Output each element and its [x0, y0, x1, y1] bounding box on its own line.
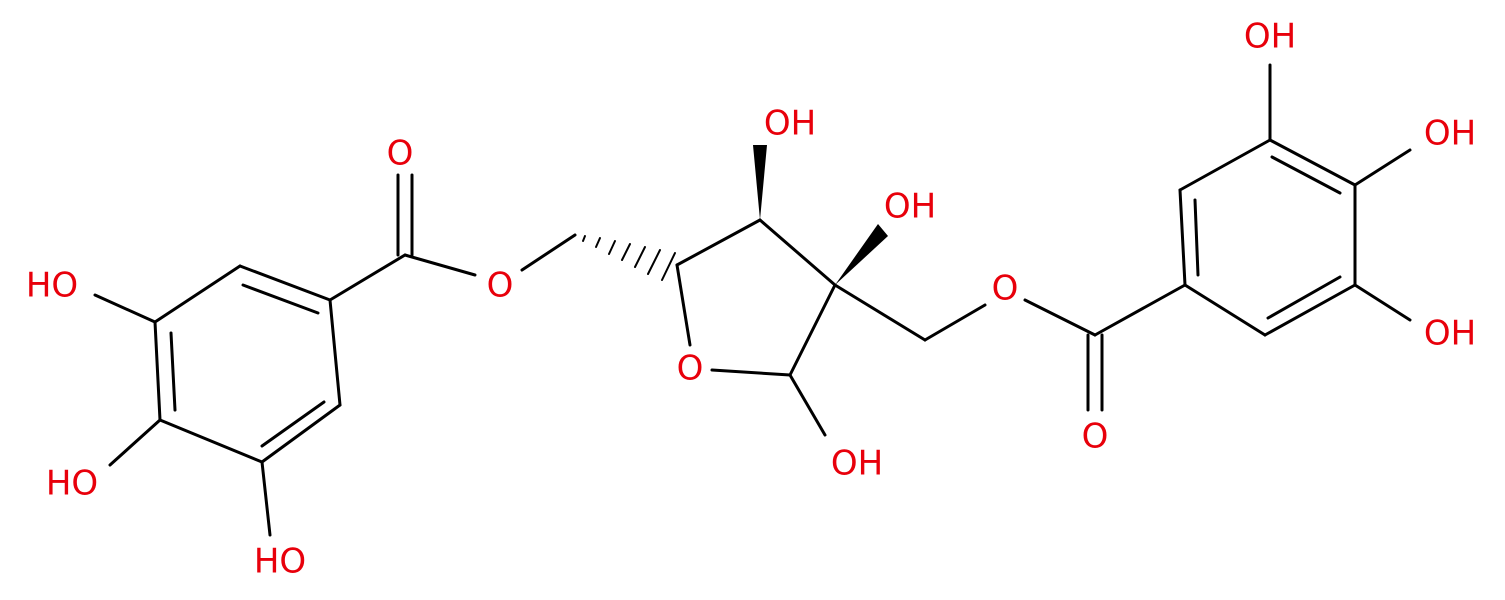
bond: [328, 298, 342, 407]
bond: [153, 264, 242, 324]
bond: [1023, 298, 1097, 337]
bond: [1353, 148, 1412, 187]
bond: [675, 218, 762, 267]
bond: [260, 460, 272, 537]
atom-label: O: [487, 266, 514, 306]
atom-label: O: [677, 349, 704, 389]
atom-label: HO: [254, 542, 306, 582]
atom-label: OH: [764, 104, 816, 144]
atom-label: OH: [1424, 314, 1476, 354]
bond: [520, 233, 577, 272]
bond: [260, 400, 326, 448]
bond: [260, 403, 342, 464]
bond: [1266, 275, 1342, 320]
bond: [1178, 188, 1187, 287]
bond: [758, 218, 837, 287]
bond: [169, 331, 177, 412]
atom-label: O: [1082, 417, 1109, 457]
atom-label: OH: [1424, 114, 1476, 154]
atom-label: OH: [884, 187, 936, 227]
bond: [833, 283, 927, 342]
bond: [675, 263, 692, 347]
bond: [238, 264, 332, 302]
bond: [1178, 138, 1272, 192]
bonds: [93, 63, 1412, 537]
atom-label: OH: [1244, 17, 1296, 57]
atom-label: O: [992, 269, 1019, 309]
bond: [93, 293, 157, 324]
bond: [328, 253, 407, 302]
bond: [1263, 283, 1357, 337]
bond: [153, 320, 162, 422]
bond: [1268, 138, 1357, 187]
wedge: [753, 145, 767, 220]
wedge: [835, 224, 888, 285]
bond: [1270, 155, 1342, 195]
bond: [1183, 283, 1267, 337]
atom-label: HO: [26, 266, 78, 306]
bond: [241, 283, 320, 315]
bond: [1093, 283, 1187, 337]
atom-label: HO: [46, 464, 98, 504]
bond: [788, 373, 827, 437]
bond: [1353, 283, 1412, 322]
hashed-wedge: [582, 235, 676, 281]
bond: [403, 253, 477, 277]
bond: [158, 418, 264, 464]
bond: [108, 418, 162, 467]
atom-label: OH: [831, 444, 883, 484]
atom-labels: O HO HO HO O OH OH O OH O O OH OH OH: [26, 17, 1476, 582]
bond: [1193, 198, 1200, 277]
bond: [788, 283, 837, 377]
atom-label: O: [387, 134, 414, 174]
bond: [923, 303, 987, 342]
bond: [710, 368, 792, 377]
